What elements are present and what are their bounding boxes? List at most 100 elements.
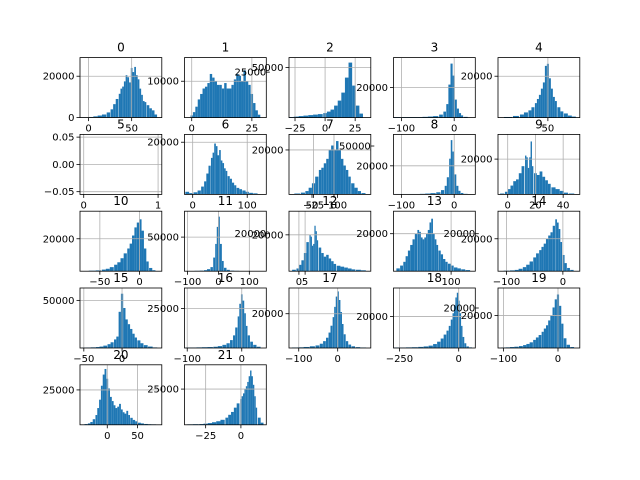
histogram-bar — [141, 230, 144, 272]
histogram-bar — [450, 265, 454, 272]
histogram-bar — [351, 346, 356, 348]
histogram-bar — [256, 346, 261, 348]
histogram-bar — [238, 75, 242, 118]
x-tick-label: 20 — [529, 200, 542, 211]
histogram-bar — [218, 216, 220, 272]
histogram-bar — [129, 82, 131, 118]
histogram-bar — [559, 190, 564, 195]
histogram-bar — [548, 235, 551, 272]
histogram-panel-3: −100 0 20000 3 — [356, 41, 476, 135]
histogram-bar — [296, 268, 299, 272]
histogram-bar — [523, 345, 527, 348]
histogram-bar — [242, 190, 246, 195]
histogram-bar — [331, 145, 334, 195]
x-tick-label: 0 — [322, 124, 328, 135]
panel-title: 17 — [322, 271, 337, 285]
histogram-bar — [248, 376, 251, 425]
y-tick-label: 25000 — [147, 304, 179, 315]
histogram-bar — [454, 174, 457, 195]
histogram-bar — [197, 99, 201, 118]
histogram-bar — [231, 182, 235, 195]
histogram-bar — [455, 297, 457, 348]
histogram-bar — [120, 88, 123, 118]
histogram-bar — [201, 186, 204, 195]
histogram-bar — [95, 415, 98, 425]
x-tick-label: 100 — [328, 200, 347, 211]
histogram-bar — [245, 325, 248, 348]
histogram-bar — [245, 81, 249, 118]
histogram-bar — [185, 191, 190, 195]
x-tick-label: 0 — [555, 354, 561, 365]
histogram-bar — [563, 338, 567, 348]
histogram-panel-4: 50 20000 4 — [461, 41, 581, 135]
histogram-bar — [93, 116, 98, 118]
histogram-bar — [523, 112, 528, 118]
panel-title: 2 — [326, 41, 334, 55]
histogram-bar — [229, 178, 232, 195]
histogram-bar — [317, 114, 323, 118]
histogram-bar — [526, 343, 530, 348]
histogram-bar — [207, 83, 210, 118]
histogram-bar — [315, 345, 320, 348]
histogram-bar — [554, 299, 557, 348]
y-tick-label: 20000 — [147, 138, 179, 149]
histogram-bar — [139, 219, 142, 272]
histogram-bar — [220, 419, 225, 425]
histogram-bar — [250, 341, 253, 348]
histogram-bar — [204, 86, 208, 118]
axes-frame — [184, 287, 267, 349]
histogram-bar — [105, 268, 110, 272]
histogram-bar — [525, 155, 527, 195]
x-tick-label: −100 — [388, 200, 415, 211]
histogram-bar — [333, 149, 337, 195]
histogram-bar — [233, 79, 237, 118]
histogram-bar — [343, 334, 346, 348]
histogram-panel-11-overlay: 20000 — [234, 229, 270, 240]
histogram-bar — [224, 168, 226, 195]
x-tick-label: 0 — [296, 277, 302, 288]
histogram-bar — [450, 63, 453, 118]
axes-frame — [79, 364, 163, 426]
x-tick-label: −100 — [490, 354, 517, 365]
x-tick-label: 50 — [125, 124, 138, 135]
histogram-bar — [528, 110, 532, 118]
histogram-bar — [563, 192, 569, 195]
histogram-bar — [351, 183, 355, 195]
histogram-bar — [449, 158, 451, 195]
histogram-bar — [118, 311, 121, 348]
y-tick-label: 50000 — [252, 63, 284, 74]
panel-title: 21 — [218, 348, 233, 362]
histogram-bar — [558, 229, 561, 272]
histogram-bar — [552, 225, 555, 272]
histogram-bar — [203, 270, 208, 272]
histogram-bar — [425, 193, 431, 195]
histogram-bar — [341, 324, 344, 348]
histogram-bar — [436, 192, 441, 195]
histogram-bar — [222, 344, 227, 348]
histogram-bar — [437, 341, 441, 348]
histogram-bar — [567, 267, 570, 272]
histogram-bar — [332, 317, 335, 348]
histogram-bar — [216, 226, 219, 272]
panel-title: 7 — [326, 117, 334, 131]
axes-frame — [497, 210, 581, 272]
y-tick-label: 20000 — [252, 230, 284, 241]
histogram-bar — [348, 344, 352, 348]
histogram-bar — [340, 158, 344, 195]
histogram-bar — [448, 84, 451, 118]
histogram-bar — [551, 187, 556, 195]
axes-frame — [393, 133, 476, 195]
y-tick-label: 50000 — [339, 142, 371, 153]
axes-frame — [79, 287, 163, 349]
histogram-bar — [143, 248, 147, 272]
histogram-bar — [195, 106, 198, 118]
histogram-bar — [130, 417, 133, 425]
x-tick-label: 0 — [215, 277, 221, 288]
histogram-bar — [419, 231, 421, 272]
histogram-bar — [345, 341, 349, 348]
histogram-bar — [542, 176, 546, 195]
histogram-bar — [216, 421, 221, 425]
histogram-bar — [301, 260, 304, 272]
x-tick-label: 0 — [331, 200, 337, 211]
